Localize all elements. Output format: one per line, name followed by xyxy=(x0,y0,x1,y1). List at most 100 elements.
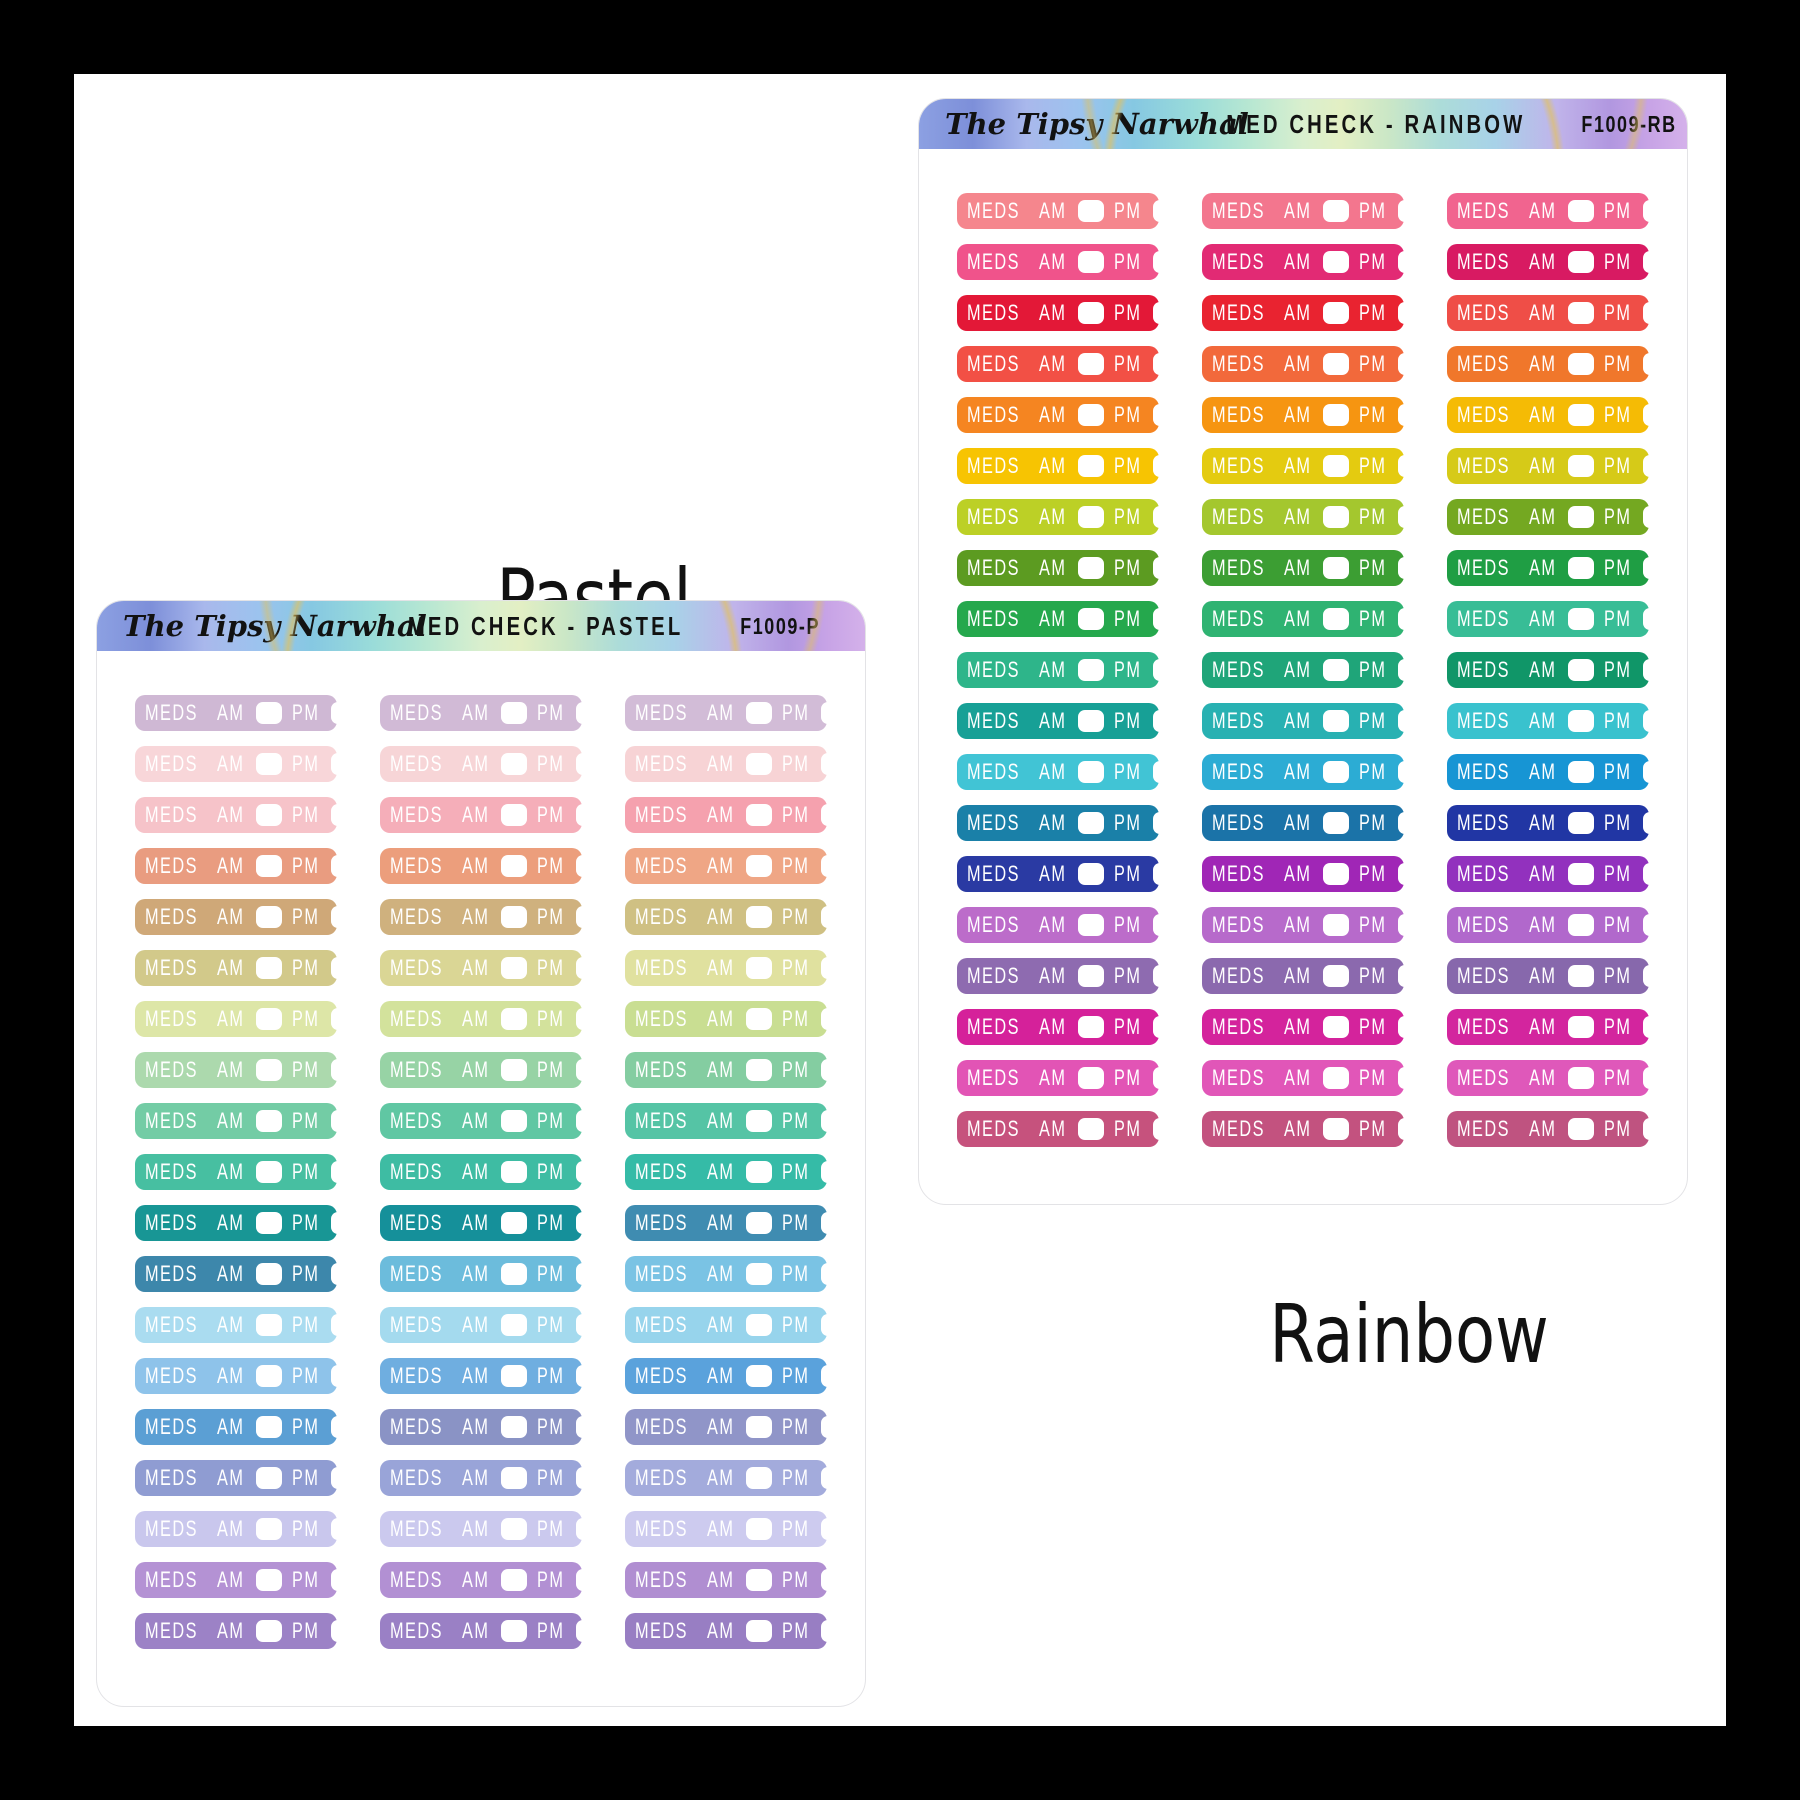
pm-label: PM xyxy=(1603,912,1631,937)
am-checkbox-icon xyxy=(1567,557,1594,579)
am-checkbox-icon xyxy=(1077,761,1104,783)
pm-label: PM xyxy=(536,853,564,878)
am-checkbox-icon xyxy=(1322,557,1349,579)
am-label: AM xyxy=(1038,912,1066,937)
pm-checkbox-icon xyxy=(575,855,602,877)
meds-label: MEDS xyxy=(1212,351,1265,376)
rainbow-sticker-sheet: The Tipsy Narwhal MED CHECK - RAINBOW F1… xyxy=(918,98,1688,1205)
pm-checkbox-icon xyxy=(575,1314,602,1336)
pm-label: PM xyxy=(1603,810,1631,835)
am-label: AM xyxy=(1283,759,1311,784)
am-label: AM xyxy=(216,1261,244,1286)
pm-checkbox-icon xyxy=(1397,812,1424,834)
pm-label: PM xyxy=(536,751,564,776)
pm-checkbox-icon xyxy=(820,1365,847,1387)
am-label: AM xyxy=(706,1261,734,1286)
am-label: AM xyxy=(461,1516,489,1541)
am-checkbox-icon xyxy=(500,1416,527,1438)
meds-label: MEDS xyxy=(967,606,1020,631)
meds-label: MEDS xyxy=(1212,198,1265,223)
sheet-title: MED CHECK - RAINBOW xyxy=(1184,109,1568,140)
meds-label: MEDS xyxy=(1457,1014,1510,1039)
pm-checkbox-icon xyxy=(1642,251,1669,273)
pm-label: PM xyxy=(1603,708,1631,733)
meds-label: MEDS xyxy=(390,853,443,878)
pm-checkbox-icon xyxy=(575,906,602,928)
pm-checkbox-icon xyxy=(1397,353,1424,375)
am-label: AM xyxy=(1283,810,1311,835)
meds-label: MEDS xyxy=(967,453,1020,478)
med-check-sticker: MEDS AM PM xyxy=(1202,856,1424,892)
pm-checkbox-icon xyxy=(1397,608,1424,630)
pm-label: PM xyxy=(1113,249,1141,274)
pm-checkbox-icon xyxy=(820,1620,847,1642)
med-check-sticker: MEDS AM PM xyxy=(135,1358,357,1394)
am-checkbox-icon xyxy=(1322,200,1349,222)
am-checkbox-icon xyxy=(1567,1016,1594,1038)
med-check-sticker: MEDS AM PM xyxy=(957,601,1179,637)
pm-checkbox-icon xyxy=(575,1008,602,1030)
am-checkbox-icon xyxy=(1077,557,1104,579)
meds-label: MEDS xyxy=(635,853,688,878)
pm-checkbox-icon xyxy=(1152,404,1179,426)
med-check-sticker: MEDS AM PM xyxy=(1447,856,1669,892)
med-check-sticker: MEDS AM PM xyxy=(1202,652,1424,688)
pm-label: PM xyxy=(536,1363,564,1388)
am-checkbox-icon xyxy=(500,1110,527,1132)
am-label: AM xyxy=(461,1006,489,1031)
med-check-sticker: MEDS AM PM xyxy=(1447,346,1669,382)
am-label: AM xyxy=(706,1312,734,1337)
am-label: AM xyxy=(1528,453,1556,478)
am-checkbox-icon xyxy=(500,1365,527,1387)
am-checkbox-icon xyxy=(500,855,527,877)
am-label: AM xyxy=(706,1006,734,1031)
pm-label: PM xyxy=(781,802,809,827)
am-checkbox-icon xyxy=(1567,914,1594,936)
med-check-sticker: MEDS AM PM xyxy=(380,797,602,833)
med-check-sticker: MEDS AM PM xyxy=(380,950,602,986)
am-label: AM xyxy=(706,700,734,725)
pm-label: PM xyxy=(536,1057,564,1082)
meds-label: MEDS xyxy=(390,751,443,776)
med-check-sticker: MEDS AM PM xyxy=(380,1562,602,1598)
am-label: AM xyxy=(1283,504,1311,529)
pm-label: PM xyxy=(781,1414,809,1439)
am-label: AM xyxy=(706,1618,734,1643)
meds-label: MEDS xyxy=(145,751,198,776)
meds-label: MEDS xyxy=(1212,402,1265,427)
am-label: AM xyxy=(461,1465,489,1490)
pm-label: PM xyxy=(1603,198,1631,223)
pm-checkbox-icon xyxy=(1642,353,1669,375)
meds-label: MEDS xyxy=(635,1414,688,1439)
pm-label: PM xyxy=(536,1414,564,1439)
meds-label: MEDS xyxy=(1212,453,1265,478)
am-checkbox-icon xyxy=(745,957,772,979)
med-check-sticker: MEDS AM PM xyxy=(1202,1060,1424,1096)
am-checkbox-icon xyxy=(1322,1067,1349,1089)
med-check-sticker: MEDS AM PM xyxy=(1447,754,1669,790)
pm-checkbox-icon xyxy=(330,1569,357,1591)
meds-label: MEDS xyxy=(967,1065,1020,1090)
rainbow-caption: Rainbow xyxy=(1269,1288,1549,1381)
pm-checkbox-icon xyxy=(1642,455,1669,477)
am-checkbox-icon xyxy=(1077,1016,1104,1038)
meds-label: MEDS xyxy=(1212,249,1265,274)
pm-label: PM xyxy=(1113,555,1141,580)
am-label: AM xyxy=(1038,963,1066,988)
am-checkbox-icon xyxy=(1567,404,1594,426)
meds-label: MEDS xyxy=(967,555,1020,580)
meds-label: MEDS xyxy=(1457,810,1510,835)
pm-checkbox-icon xyxy=(1397,914,1424,936)
am-label: AM xyxy=(1528,1014,1556,1039)
meds-label: MEDS xyxy=(1457,759,1510,784)
am-checkbox-icon xyxy=(1077,710,1104,732)
pm-label: PM xyxy=(1603,861,1631,886)
sheet-code-text: F1009-P xyxy=(740,612,820,639)
med-check-sticker: MEDS AM PM xyxy=(1202,499,1424,535)
am-checkbox-icon xyxy=(255,1110,282,1132)
meds-label: MEDS xyxy=(145,955,198,980)
pm-checkbox-icon xyxy=(1397,302,1424,324)
pm-checkbox-icon xyxy=(1397,710,1424,732)
pm-label: PM xyxy=(781,751,809,776)
am-label: AM xyxy=(1038,861,1066,886)
